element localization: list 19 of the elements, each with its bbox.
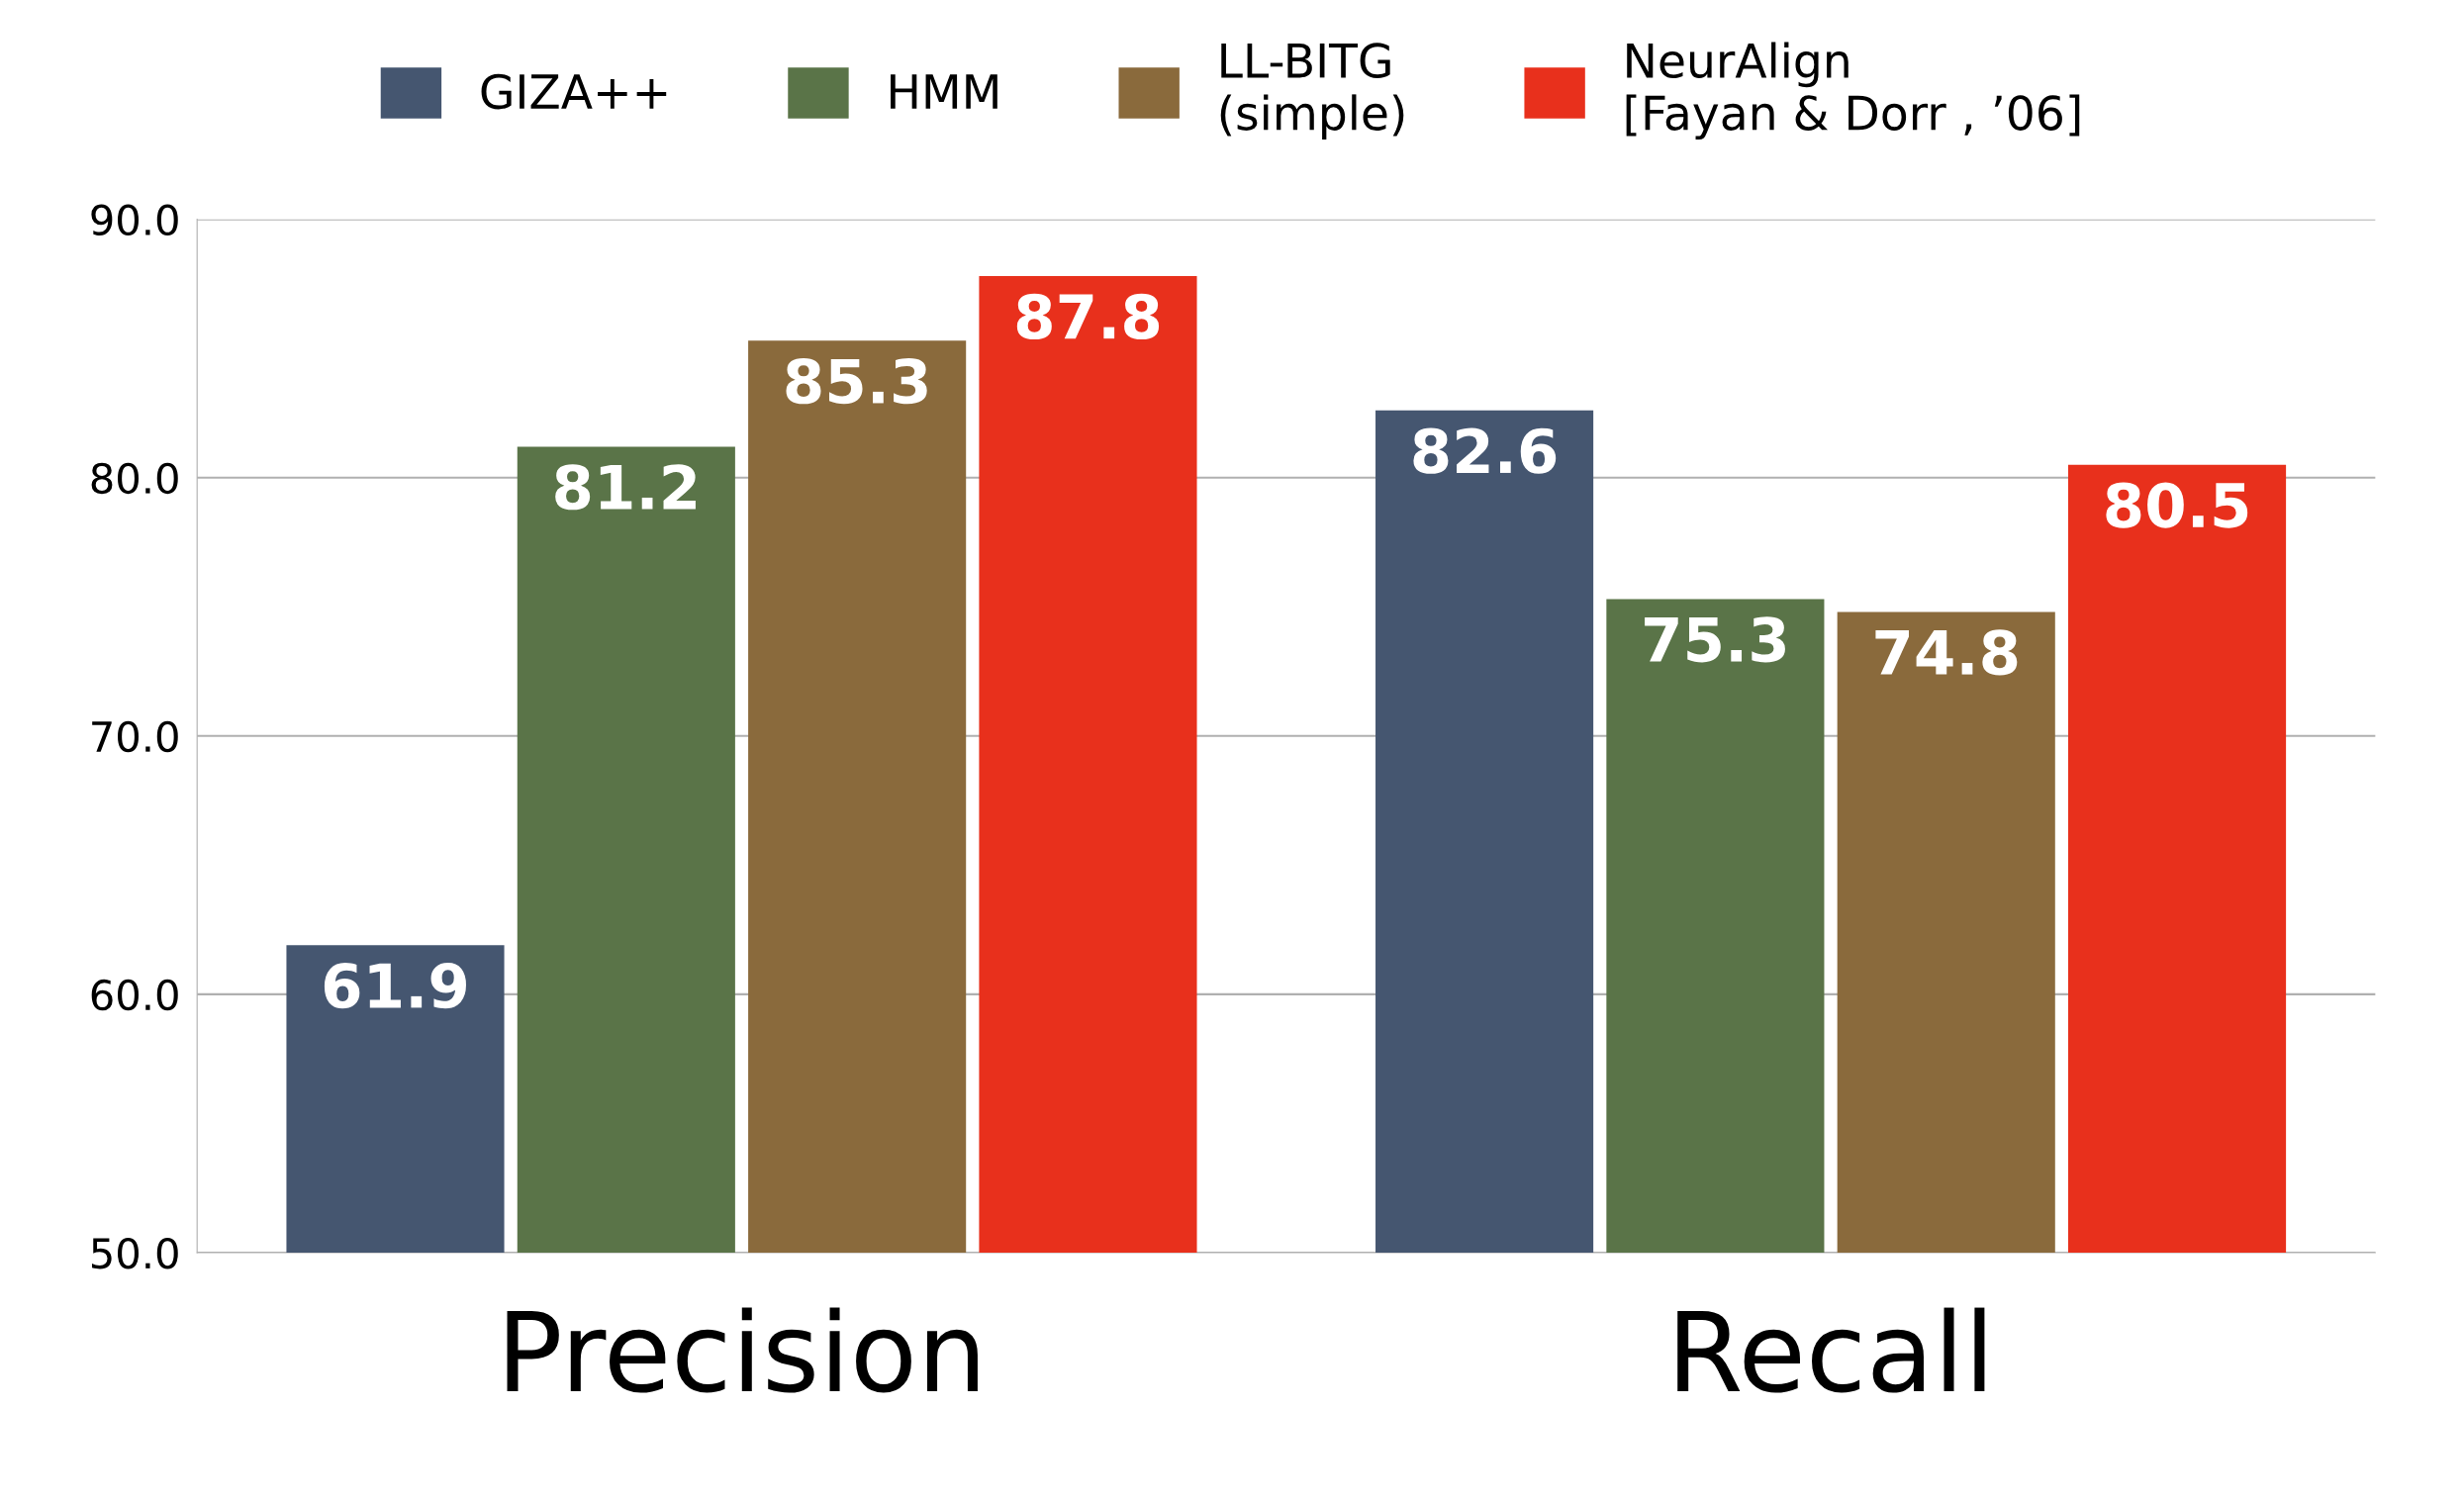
x-tick-label: Recall bbox=[1677, 1307, 1985, 1393]
data-label: 75.3 bbox=[1645, 616, 1785, 663]
y-tick-label: 50.0 bbox=[91, 1237, 178, 1269]
x-tick-label: Precision bbox=[507, 1307, 978, 1393]
data-label: 82.6 bbox=[1413, 427, 1557, 474]
data-label: 74.8 bbox=[1875, 629, 2018, 676]
data-label: 81.2 bbox=[555, 464, 696, 511]
data-label: 80.5 bbox=[2106, 482, 2248, 528]
data-label: 87.8 bbox=[1016, 293, 1160, 340]
legend-label: NeurAlign [Fayan & Dorr , ’06] bbox=[1626, 42, 2080, 141]
y-tick-label: 90.0 bbox=[91, 204, 178, 236]
legend-label: LL-BITG (simple) bbox=[1220, 43, 1404, 141]
legend-label: GIZA++ bbox=[481, 73, 667, 110]
y-tick-label: 80.0 bbox=[91, 462, 178, 495]
data-label: 61.9 bbox=[324, 963, 466, 1009]
y-tick-label: 60.0 bbox=[91, 979, 178, 1011]
legend-label: HMM bbox=[891, 74, 997, 109]
data-label: 85.3 bbox=[786, 358, 927, 405]
y-tick-label: 70.0 bbox=[92, 720, 178, 753]
